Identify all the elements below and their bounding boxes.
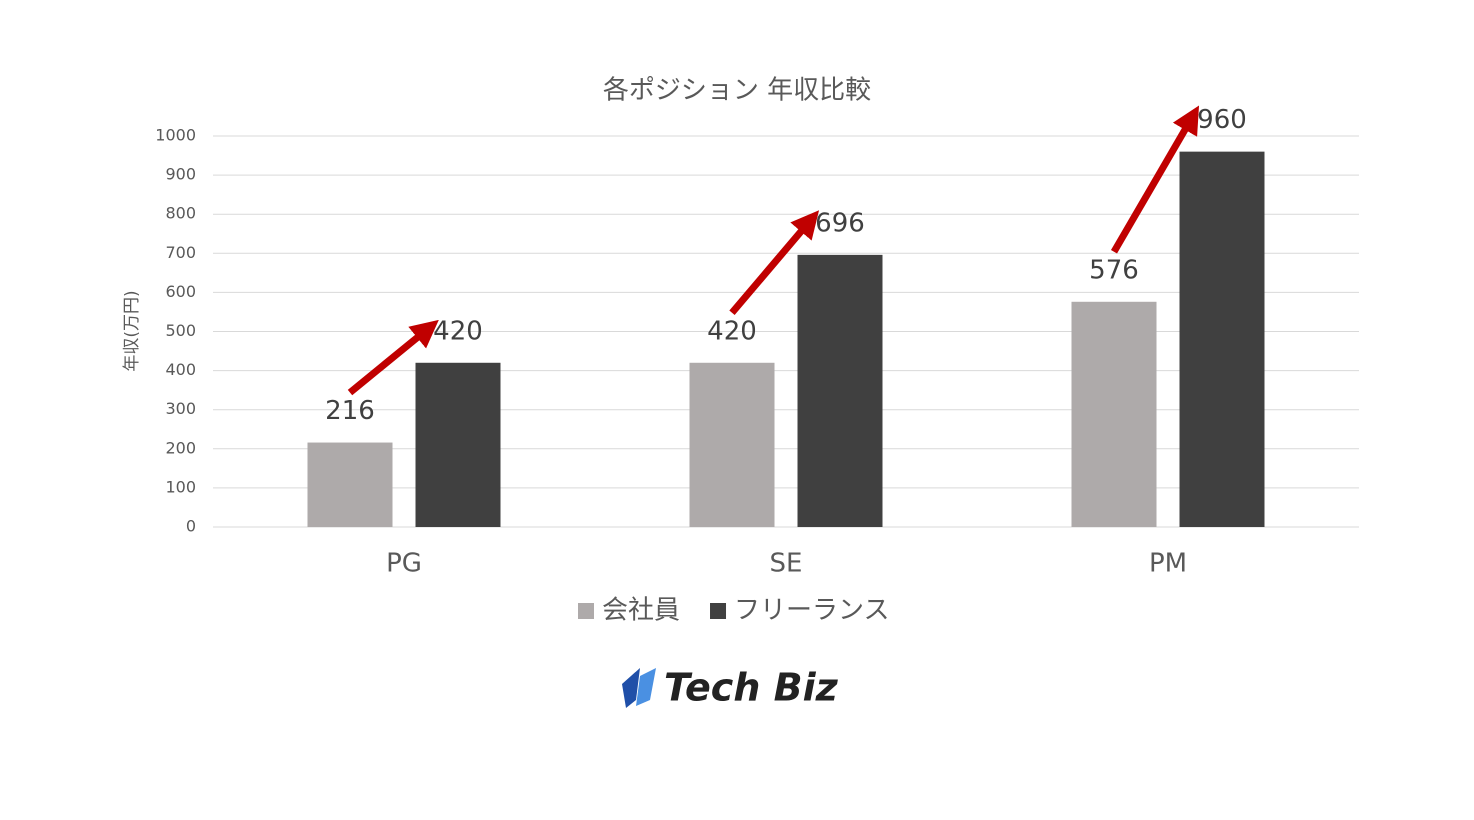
bar	[689, 362, 775, 527]
y-axis-label: 年収(万円)	[122, 290, 142, 371]
legend-label: 会社員	[602, 596, 680, 626]
y-tick-label: 400	[165, 360, 196, 379]
x-tick-label: SE	[770, 549, 803, 579]
y-tick-label: 800	[165, 204, 196, 223]
y-tick-label: 100	[165, 477, 196, 496]
y-tick-label: 200	[165, 438, 196, 457]
trend-arrow	[729, 210, 820, 316]
y-tick-label: 900	[165, 165, 196, 184]
y-tick-label: 1000	[155, 126, 196, 145]
chart-title: 各ポジション 年収比較	[603, 76, 871, 106]
logo-icon	[636, 668, 656, 706]
legend-label: フリーランス	[734, 596, 889, 626]
logo-icon	[622, 668, 640, 708]
bar	[415, 362, 501, 527]
logo-text: Tech Biz	[664, 666, 839, 710]
logo: Tech Biz	[622, 666, 839, 710]
y-tick-label: 600	[165, 282, 196, 301]
x-tick-label: PG	[386, 549, 422, 579]
y-tick-label: 700	[165, 243, 196, 262]
data-label: 576	[1089, 255, 1139, 285]
trend-arrow	[1110, 105, 1200, 254]
y-tick-label: 0	[186, 517, 196, 536]
legend-marker	[710, 603, 727, 619]
trend-arrow	[347, 319, 439, 396]
data-label: 420	[707, 316, 757, 346]
bar	[1071, 301, 1157, 527]
legend-marker	[578, 603, 594, 619]
data-label: 420	[433, 316, 483, 346]
bar	[1179, 151, 1265, 527]
data-label: 216	[325, 396, 375, 426]
data-label: 960	[1197, 105, 1247, 135]
bar	[797, 254, 883, 527]
y-tick-label: 500	[165, 321, 196, 340]
data-label: 696	[815, 208, 865, 238]
bar	[307, 442, 393, 527]
y-tick-label: 300	[165, 399, 196, 418]
x-tick-label: PM	[1149, 549, 1187, 579]
